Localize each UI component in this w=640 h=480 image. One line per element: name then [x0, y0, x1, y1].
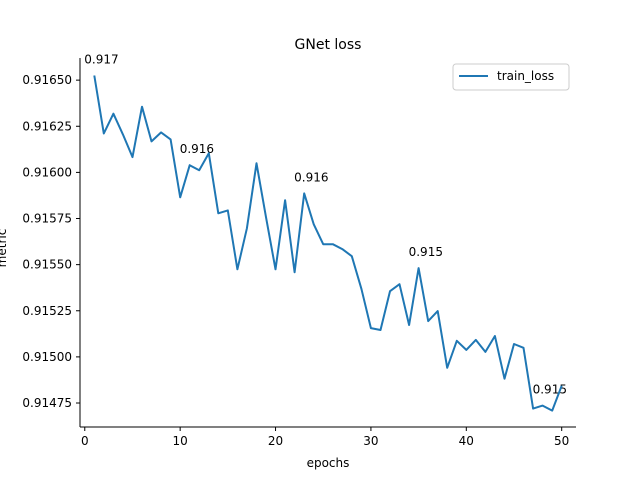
x-tick-label: 10 — [173, 434, 188, 448]
y-ticks: 0.91475 0.91500 0.91525 0.91550 0.91575 0.916… — [22, 73, 80, 410]
plot-area — [93, 75, 563, 412]
x-tick-label: 40 — [459, 434, 474, 448]
legend: train_loss — [452, 63, 570, 91]
series-line-train-loss — [93, 75, 563, 412]
y-tick-label: 0.91500 — [22, 350, 72, 364]
x-axis-title: epochs — [307, 456, 350, 470]
data-annotation: 0.915 — [409, 245, 443, 259]
x-ticks: 0 10 20 30 40 50 — [81, 427, 569, 448]
chart-title: GNet loss — [295, 37, 362, 53]
data-annotation: 0.917 — [84, 53, 118, 67]
y-axis-title: metric — [0, 229, 9, 268]
y-tick-label: 0.91575 — [22, 212, 72, 226]
annotations: 0.917 0.916 0.916 0.915 0.915 — [84, 53, 567, 397]
legend-box — [452, 63, 570, 91]
x-tick-label: 20 — [268, 434, 283, 448]
x-tick-label: 0 — [81, 434, 89, 448]
y-tick-label: 0.91625 — [22, 119, 72, 133]
y-tick-label: 0.91600 — [22, 165, 72, 179]
y-tick-label: 0.91525 — [22, 304, 72, 318]
y-tick-label: 0.91475 — [22, 396, 72, 410]
legend-label-train-loss: train_loss — [497, 69, 554, 83]
data-annotation: 0.916 — [294, 170, 328, 184]
y-tick-label: 0.91550 — [22, 258, 72, 272]
x-tick-label: 30 — [363, 434, 378, 448]
y-tick-label: 0.91650 — [22, 73, 72, 87]
data-annotation: 0.915 — [533, 383, 567, 397]
x-tick-label: 50 — [554, 434, 569, 448]
data-annotation: 0.916 — [180, 142, 214, 156]
